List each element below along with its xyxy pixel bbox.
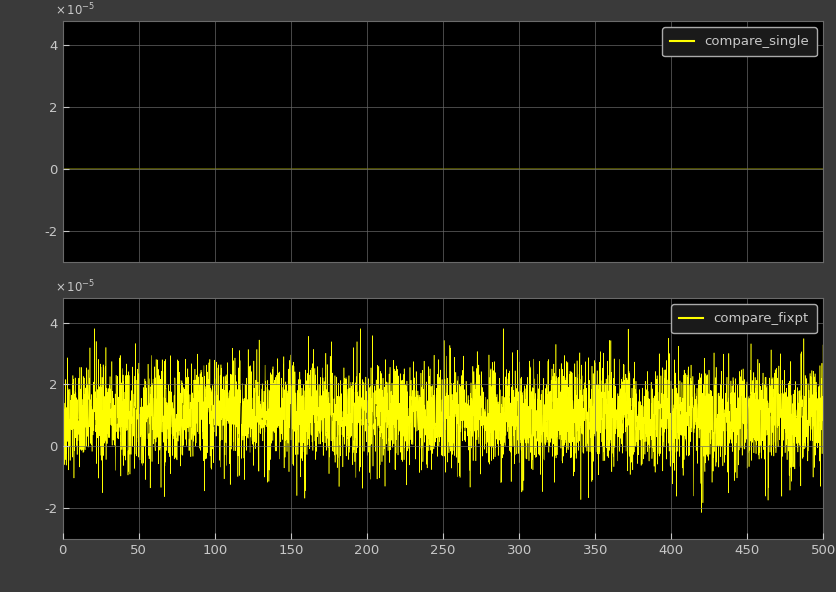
Legend: compare_single: compare_single [662, 27, 817, 56]
Text: $\times\,10^{-5}$: $\times\,10^{-5}$ [55, 2, 95, 18]
Text: $\times\,10^{-5}$: $\times\,10^{-5}$ [55, 279, 95, 295]
Legend: compare_fixpt: compare_fixpt [671, 304, 817, 333]
